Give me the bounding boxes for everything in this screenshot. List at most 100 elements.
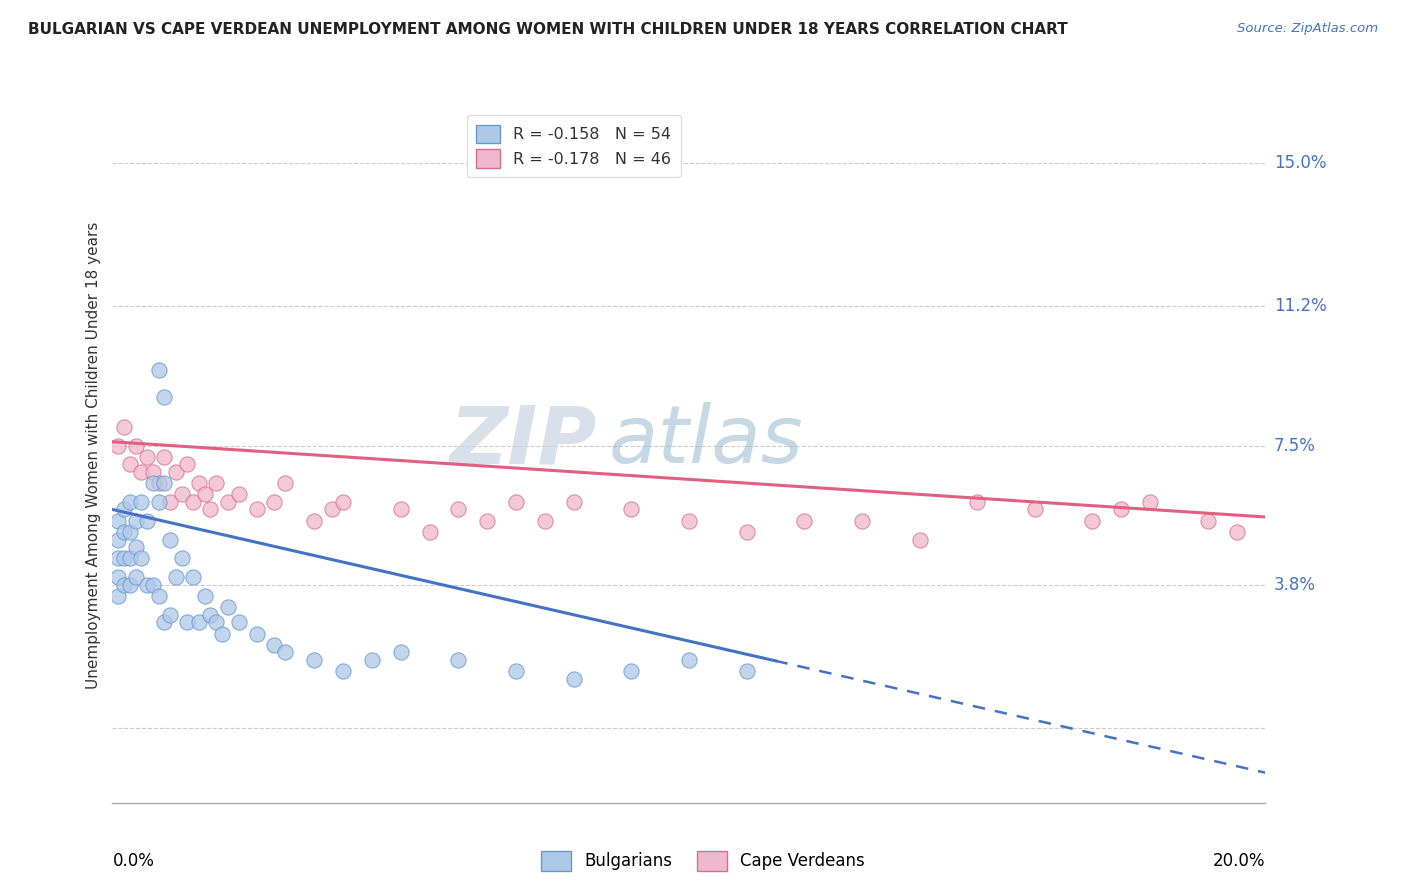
Point — [475, 514, 498, 528]
Point — [112, 577, 135, 591]
Point — [200, 502, 222, 516]
Point — [148, 476, 170, 491]
Point — [447, 502, 470, 516]
Point — [332, 495, 354, 509]
Text: 3.8%: 3.8% — [1274, 575, 1316, 594]
Point — [274, 645, 297, 659]
Point — [304, 514, 326, 528]
Point — [136, 577, 159, 591]
Point — [107, 514, 129, 528]
Point — [112, 551, 135, 566]
Point — [129, 551, 153, 566]
Point — [205, 615, 228, 630]
Point — [200, 607, 222, 622]
Point — [124, 514, 146, 528]
Point — [112, 502, 135, 516]
Point — [678, 514, 700, 528]
Point — [245, 626, 267, 640]
Point — [389, 645, 412, 659]
Point — [360, 653, 382, 667]
Point — [505, 495, 527, 509]
Point — [136, 450, 159, 464]
Point — [304, 653, 326, 667]
Point — [188, 615, 211, 630]
Point — [112, 524, 135, 539]
Point — [419, 524, 441, 539]
Point — [142, 476, 165, 491]
Y-axis label: Unemployment Among Women with Children Under 18 years: Unemployment Among Women with Children U… — [86, 221, 101, 689]
Text: 7.5%: 7.5% — [1274, 436, 1316, 455]
Point — [142, 465, 165, 479]
Point — [176, 615, 198, 630]
Point — [159, 495, 181, 509]
Point — [620, 664, 643, 678]
Point — [142, 577, 165, 591]
Point — [159, 607, 181, 622]
Point — [228, 487, 250, 501]
Point — [118, 524, 141, 539]
Point — [170, 551, 193, 566]
Point — [735, 664, 758, 678]
Point — [274, 476, 297, 491]
Point — [908, 533, 931, 547]
Point — [533, 514, 555, 528]
Point — [107, 589, 129, 603]
Point — [966, 495, 988, 509]
Point — [107, 438, 129, 452]
Point — [1139, 495, 1161, 509]
Point — [562, 672, 585, 686]
Point — [217, 600, 239, 615]
Point — [263, 495, 285, 509]
Text: Source: ZipAtlas.com: Source: ZipAtlas.com — [1237, 22, 1378, 36]
Point — [112, 419, 135, 434]
Point — [124, 540, 146, 554]
Point — [107, 533, 129, 547]
Point — [217, 495, 239, 509]
Point — [228, 615, 250, 630]
Point — [136, 514, 159, 528]
Point — [153, 390, 176, 404]
Point — [1197, 514, 1219, 528]
Point — [159, 533, 181, 547]
Point — [129, 465, 153, 479]
Point — [118, 458, 141, 472]
Point — [170, 487, 193, 501]
Point — [181, 570, 204, 584]
Point — [165, 465, 187, 479]
Text: 0.0%: 0.0% — [112, 852, 155, 870]
Point — [332, 664, 354, 678]
Legend: Bulgarians, Cape Verdeans: Bulgarians, Cape Verdeans — [541, 851, 865, 871]
Point — [118, 551, 141, 566]
Point — [245, 502, 267, 516]
Point — [124, 438, 146, 452]
Point — [153, 476, 176, 491]
Text: 20.0%: 20.0% — [1213, 852, 1265, 870]
Point — [107, 551, 129, 566]
Legend: R = -0.158   N = 54, R = -0.178   N = 46: R = -0.158 N = 54, R = -0.178 N = 46 — [467, 115, 681, 178]
Point — [321, 502, 343, 516]
Point — [124, 570, 146, 584]
Point — [118, 577, 141, 591]
Point — [211, 626, 233, 640]
Point — [851, 514, 873, 528]
Point — [118, 495, 141, 509]
Point — [562, 495, 585, 509]
Point — [153, 450, 176, 464]
Point — [165, 570, 187, 584]
Point — [129, 495, 153, 509]
Point — [148, 495, 170, 509]
Point — [148, 363, 170, 377]
Point — [107, 570, 129, 584]
Point — [1226, 524, 1249, 539]
Point — [735, 524, 758, 539]
Point — [194, 589, 217, 603]
Point — [793, 514, 815, 528]
Text: 15.0%: 15.0% — [1274, 154, 1326, 172]
Text: BULGARIAN VS CAPE VERDEAN UNEMPLOYMENT AMONG WOMEN WITH CHILDREN UNDER 18 YEARS : BULGARIAN VS CAPE VERDEAN UNEMPLOYMENT A… — [28, 22, 1069, 37]
Point — [447, 653, 470, 667]
Point — [620, 502, 643, 516]
Point — [389, 502, 412, 516]
Point — [194, 487, 217, 501]
Text: atlas: atlas — [609, 402, 803, 480]
Point — [188, 476, 211, 491]
